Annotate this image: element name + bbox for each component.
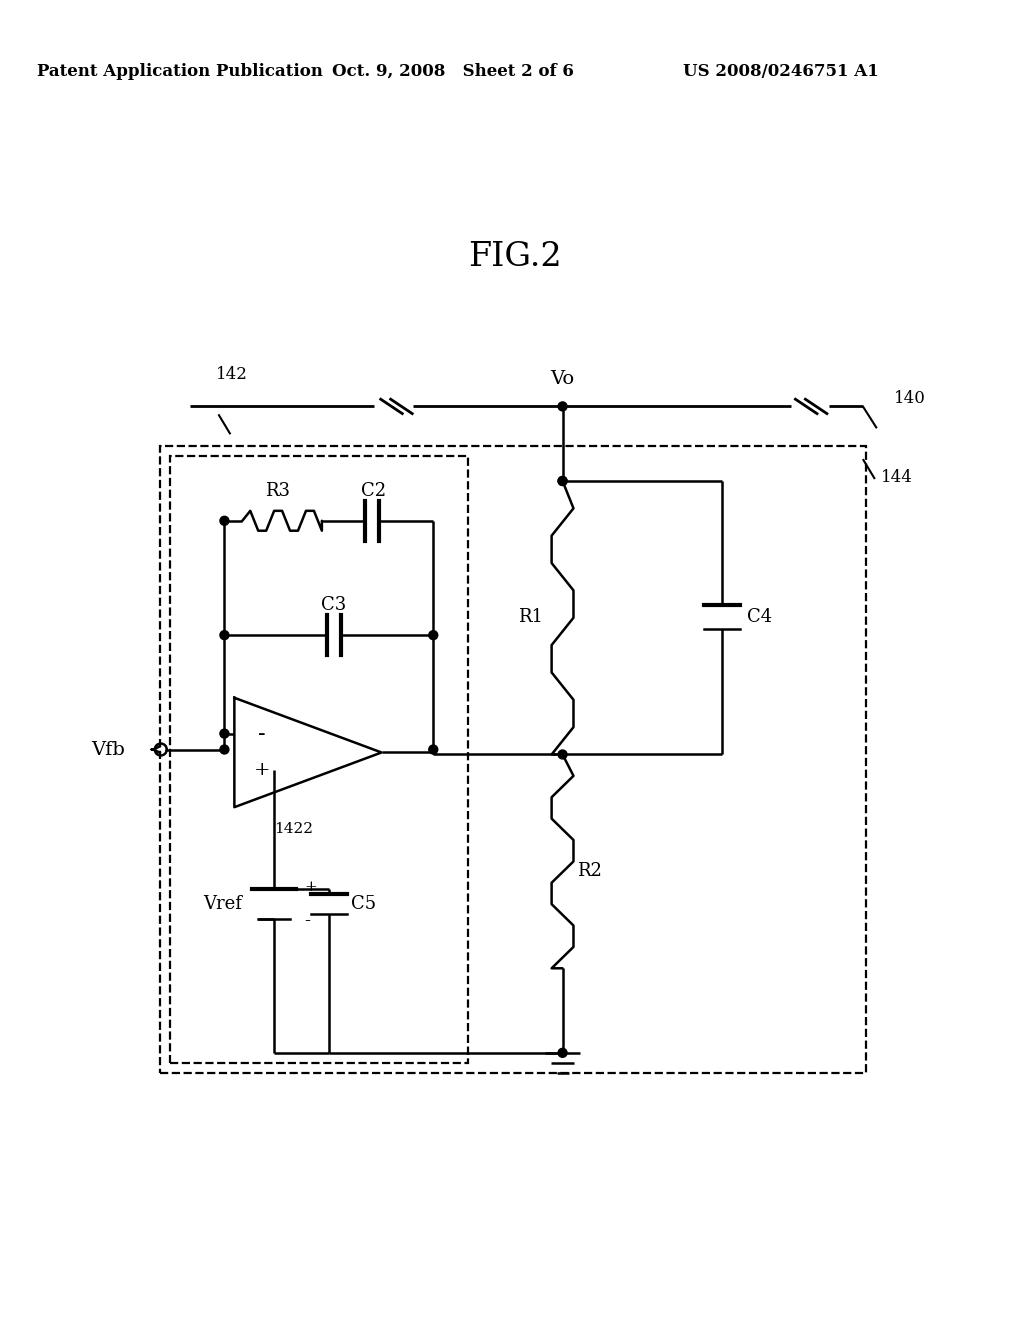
Text: Vfb: Vfb (91, 741, 125, 759)
Text: 1422: 1422 (274, 822, 313, 836)
Text: C3: C3 (322, 597, 346, 614)
Circle shape (558, 750, 567, 759)
Text: R3: R3 (264, 482, 290, 500)
Text: 142: 142 (215, 366, 248, 383)
Text: FIG.2: FIG.2 (468, 242, 561, 273)
Text: C5: C5 (351, 895, 376, 912)
Text: C4: C4 (746, 609, 772, 626)
Circle shape (429, 744, 437, 754)
Circle shape (220, 729, 229, 738)
Text: Vo: Vo (551, 370, 574, 388)
Text: +: + (304, 879, 316, 894)
Text: 144: 144 (881, 469, 912, 486)
Circle shape (558, 1048, 567, 1057)
Circle shape (558, 477, 567, 486)
Text: R1: R1 (518, 609, 543, 626)
Text: -: - (304, 912, 310, 929)
Circle shape (220, 516, 229, 525)
Circle shape (558, 477, 567, 486)
Circle shape (558, 401, 567, 411)
Text: R2: R2 (578, 862, 602, 880)
Text: Oct. 9, 2008   Sheet 2 of 6: Oct. 9, 2008 Sheet 2 of 6 (332, 63, 574, 79)
Text: -: - (258, 722, 266, 744)
Text: US 2008/0246751 A1: US 2008/0246751 A1 (683, 63, 880, 79)
Text: 140: 140 (894, 389, 926, 407)
Text: +: + (254, 762, 270, 779)
Text: C2: C2 (361, 482, 386, 500)
Text: Vref: Vref (204, 895, 243, 912)
Circle shape (220, 631, 229, 640)
Text: Patent Application Publication: Patent Application Publication (37, 63, 323, 79)
Circle shape (429, 631, 437, 640)
Circle shape (220, 744, 229, 754)
